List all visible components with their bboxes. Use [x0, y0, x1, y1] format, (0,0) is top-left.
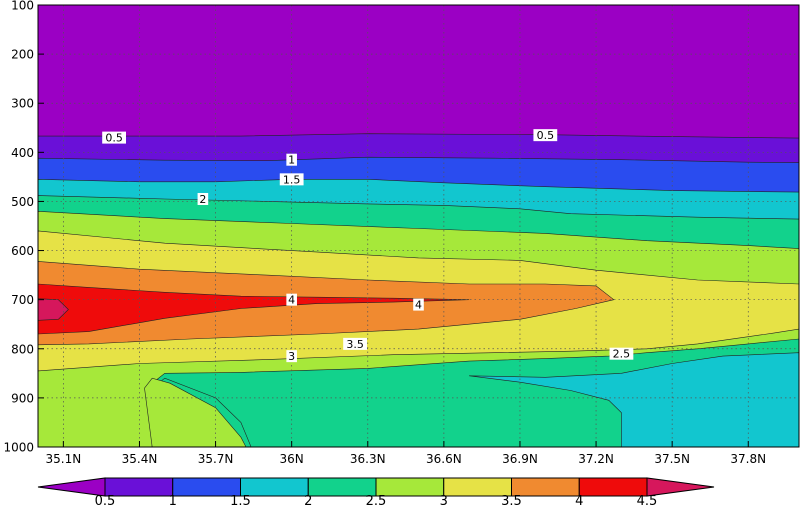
contour-region-9 [38, 298, 69, 321]
x-tick-label: 35.7N [198, 452, 234, 466]
x-tick-label: 35.1N [46, 452, 82, 466]
x-tick-label: 37.2N [578, 452, 614, 466]
colorbar-label: 1 [169, 494, 177, 507]
x-axis: 35.1N 35.4N 35.7N 36N 36.3N 36.6N 36.9N 37.2N 37… [46, 441, 766, 466]
colorbar-label: 0.5 [95, 494, 116, 507]
contour-regions [38, 5, 799, 447]
x-tick-label: 37.8N [730, 452, 766, 466]
x-tick-label: 37.5N [654, 452, 690, 466]
contour-label-bg [286, 350, 297, 363]
contour-label-bg [343, 337, 367, 350]
contour-label: 0.5 [105, 132, 123, 145]
contour-region-14 [144, 377, 247, 447]
y-tick-label: 1000 [3, 441, 34, 455]
contour-label: 3 [288, 350, 295, 363]
contour-label: 1.5 [283, 173, 301, 186]
colorbar-label: 1.5 [230, 494, 251, 507]
contour-label: 2.5 [613, 348, 631, 361]
x-tick-label: 36.6N [426, 452, 462, 466]
contour-label-bg [197, 192, 209, 205]
x-tick-label: 36.9N [502, 452, 538, 466]
y-tick-label: 900 [11, 391, 34, 405]
contour-label: 3.5 [346, 338, 364, 351]
y-tick-label: 500 [11, 195, 34, 209]
y-tick-label: 800 [11, 342, 34, 356]
x-tick-label: 36N [280, 452, 304, 466]
x-tick-label: 36.3N [350, 452, 386, 466]
colorbar-swatch-high [646, 477, 715, 497]
y-axis: 100 200 300 400 500 600 700 800 900 1000 [3, 0, 44, 455]
contour-region-12 [469, 352, 799, 447]
contour-label-bg [533, 129, 558, 142]
contour-label: 2 [199, 193, 206, 206]
y-tick-label: 400 [11, 146, 34, 160]
grid-lines [38, 5, 799, 447]
contour-label-bg [279, 173, 304, 186]
contour-label-bg [102, 131, 126, 144]
y-tick-label: 300 [11, 97, 34, 111]
colorbar-label: 2 [304, 494, 312, 507]
x-tick-label: 35.4N [122, 452, 158, 466]
colorbar-label: 4 [575, 494, 583, 507]
y-tick-label: 200 [11, 48, 34, 62]
contour-label-bg [609, 347, 634, 360]
colorbar: 0.5 1 1.5 2 2.5 3 3.5 4 4.5 [37, 477, 715, 507]
contour-label: 4 [415, 299, 422, 312]
contour-label-bg [286, 293, 297, 306]
contour-label: 1 [288, 154, 295, 167]
colorbar-label: 4.5 [637, 494, 658, 507]
colorbar-label: 3.5 [501, 494, 522, 507]
y-tick-label: 600 [11, 244, 34, 258]
contour-label-bg [413, 298, 424, 311]
colorbar-label: 3 [440, 494, 448, 507]
contour-label: 4 [288, 294, 295, 307]
plot-frame [37, 4, 800, 448]
contour-region-8 [38, 283, 470, 335]
y-tick-label: 100 [11, 0, 34, 13]
colorbar-label: 2.5 [366, 494, 387, 507]
contour-labels: 0.5 0.5 1 1.5 2 4 4 3.5 3 2.5 [102, 129, 634, 363]
y-tick-label: 700 [11, 293, 34, 307]
contour-label: 0.5 [537, 129, 555, 142]
contour-label-bg [286, 153, 297, 166]
